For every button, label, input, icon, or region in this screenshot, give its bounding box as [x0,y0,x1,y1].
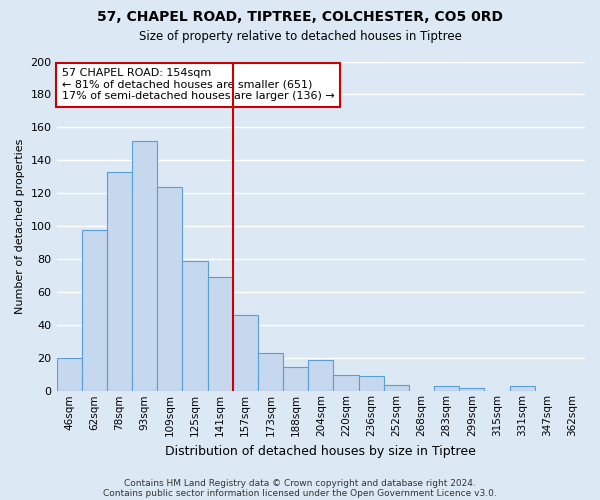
Text: 57, CHAPEL ROAD, TIPTREE, COLCHESTER, CO5 0RD: 57, CHAPEL ROAD, TIPTREE, COLCHESTER, CO… [97,10,503,24]
Bar [208,278,233,392]
Text: Contains public sector information licensed under the Open Government Licence v3: Contains public sector information licen… [103,488,497,498]
Bar [434,386,459,392]
Bar [258,354,283,392]
Bar [82,230,107,392]
Text: Contains HM Land Registry data © Crown copyright and database right 2024.: Contains HM Land Registry data © Crown c… [124,478,476,488]
Bar [334,375,359,392]
Y-axis label: Number of detached properties: Number of detached properties [15,138,25,314]
Bar [359,376,383,392]
Bar [308,360,334,392]
Bar [132,140,157,392]
Text: 57 CHAPEL ROAD: 154sqm
← 81% of detached houses are smaller (651)
17% of semi-de: 57 CHAPEL ROAD: 154sqm ← 81% of detached… [62,68,335,102]
Bar [459,388,484,392]
Bar [56,358,82,392]
X-axis label: Distribution of detached houses by size in Tiptree: Distribution of detached houses by size … [166,444,476,458]
Text: Size of property relative to detached houses in Tiptree: Size of property relative to detached ho… [139,30,461,43]
Bar [283,366,308,392]
Bar [107,172,132,392]
Bar [383,384,409,392]
Bar [509,386,535,392]
Bar [157,187,182,392]
Bar [182,261,208,392]
Bar [233,316,258,392]
